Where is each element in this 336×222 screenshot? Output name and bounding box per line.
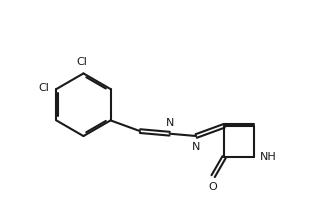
Text: N: N	[192, 142, 200, 152]
Text: O: O	[209, 182, 217, 192]
Text: N: N	[165, 118, 174, 128]
Text: Cl: Cl	[39, 83, 49, 93]
Text: Cl: Cl	[76, 57, 87, 67]
Text: NH: NH	[259, 152, 276, 162]
